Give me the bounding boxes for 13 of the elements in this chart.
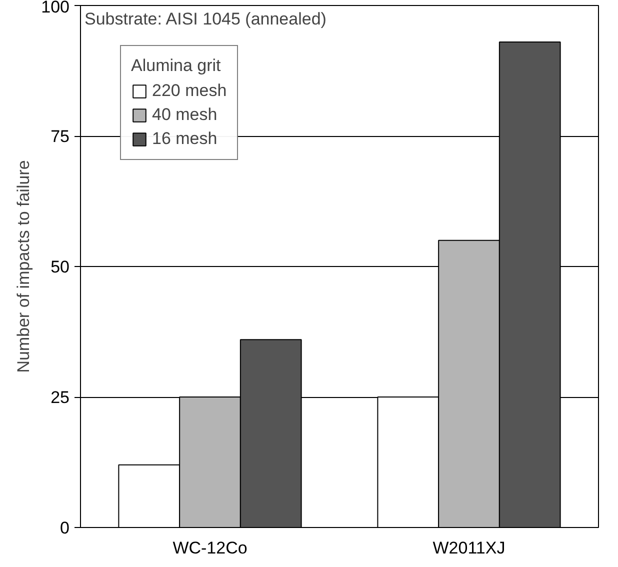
legend-label: 220 mesh xyxy=(152,81,227,101)
y-tick-label: 100 xyxy=(41,0,70,16)
legend-label: 16 mesh xyxy=(152,129,218,149)
y-tick-label: 75 xyxy=(50,127,70,146)
x-tick-label: WC-12Co xyxy=(172,538,248,558)
legend-label: 40 mesh xyxy=(152,105,218,125)
y-tick-label: 50 xyxy=(50,258,70,276)
y-tick-label: 25 xyxy=(50,388,70,407)
legend-title: Alumina grit xyxy=(131,56,222,76)
annotation: Substrate: AISI 1045 (annealed) xyxy=(84,10,326,28)
y-tick-label: 0 xyxy=(60,518,70,538)
y-axis-title: Number of impacts to failure xyxy=(14,160,34,373)
x-tick-label: W2011XJ xyxy=(432,538,506,558)
